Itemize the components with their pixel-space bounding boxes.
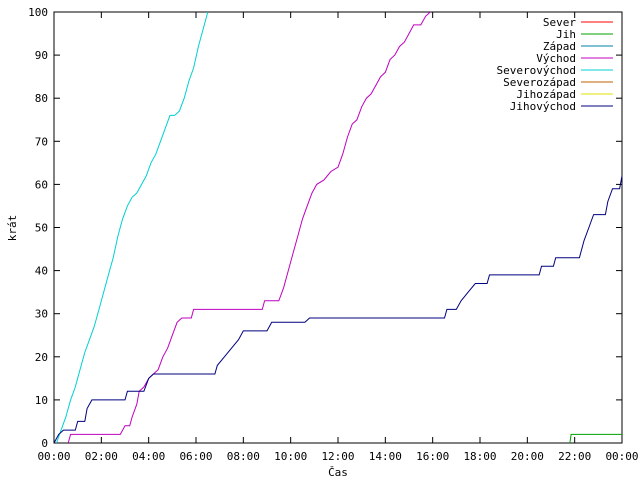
x-tick-label: 14:00	[369, 450, 402, 463]
y-tick-label: 40	[35, 265, 48, 278]
legend-label: Jihozápad	[516, 88, 576, 101]
x-tick-label: 10:00	[274, 450, 307, 463]
x-tick-label: 02:00	[85, 450, 118, 463]
legend-label: Jih	[556, 28, 576, 41]
x-tick-label: 00:00	[605, 450, 638, 463]
series-line-jihovýchod	[53, 175, 623, 444]
x-tick-label: 20:00	[511, 450, 544, 463]
x-tick-label: 06:00	[179, 450, 212, 463]
y-tick-label: 60	[35, 178, 48, 191]
x-tick-label: 16:00	[416, 450, 449, 463]
axes: 0 10 20 30 40 50 60 70 80 90 100 00:00 02:00 04:00 06:…	[28, 6, 638, 463]
series-line-jih	[569, 433, 622, 444]
legend-label: Severozápad	[503, 76, 576, 89]
x-tick-label: 04:00	[132, 450, 165, 463]
legend-label: Sever	[543, 16, 576, 29]
y-tick-label: 30	[35, 308, 48, 321]
y-tick-label: 70	[35, 135, 48, 148]
x-tick-label: 08:00	[227, 450, 260, 463]
x-tick-label: 22:00	[558, 450, 591, 463]
series-line-východ	[67, 11, 431, 444]
legend-label: Jihovýchod	[510, 100, 576, 113]
y-axis-title: krát	[6, 215, 19, 242]
series-layer	[53, 11, 623, 444]
y-tick-label: 10	[35, 394, 48, 407]
legend: SeverJihZápadVýchodSeverovýchodSeverozáp…	[497, 16, 613, 113]
y-tick-label: 100	[28, 6, 48, 19]
y-tick-label: 90	[35, 49, 48, 62]
x-tick-label: 18:00	[463, 450, 496, 463]
y-tick-label: 80	[35, 92, 48, 105]
x-tick-label: 00:00	[37, 450, 70, 463]
x-axis-title: Čas	[328, 466, 348, 479]
x-tick-label: 12:00	[321, 450, 354, 463]
series-line-severovýchod	[55, 11, 209, 444]
legend-label: Východ	[536, 52, 576, 65]
y-tick-label: 0	[41, 437, 48, 450]
legend-label: Západ	[543, 40, 576, 53]
y-tick-label: 20	[35, 351, 48, 364]
y-tick-label: 50	[35, 222, 48, 235]
legend-label: Severovýchod	[497, 64, 576, 77]
